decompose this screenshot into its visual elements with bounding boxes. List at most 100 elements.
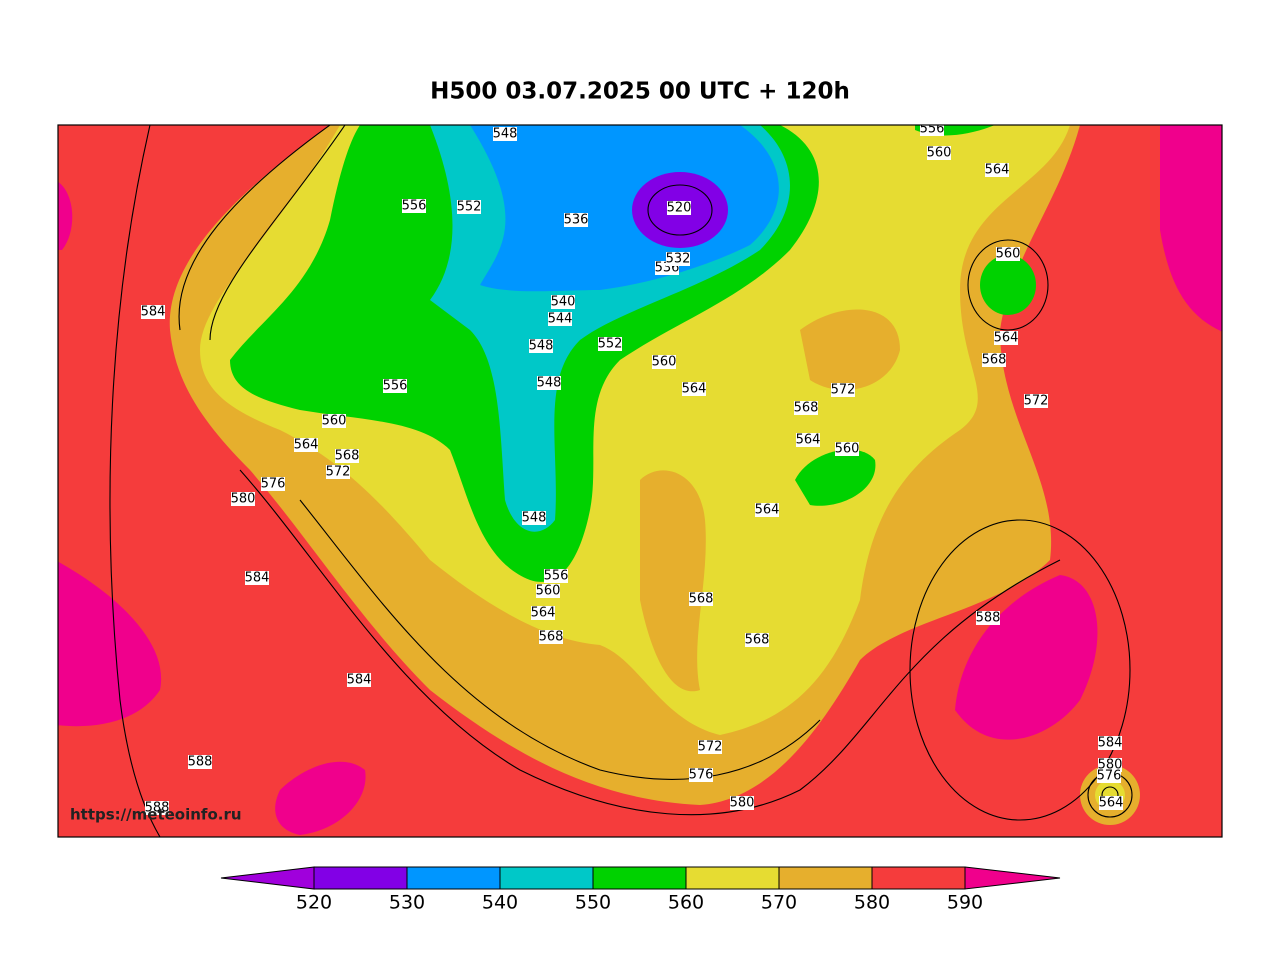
- contour-label-bg: [666, 252, 690, 266]
- contour-label-bg: [294, 438, 318, 452]
- colorbar-tick-label: 560: [668, 892, 704, 914]
- contour-label: 556: [920, 122, 945, 137]
- colorbar-tick-label: 530: [389, 892, 425, 914]
- colorbar-segment: [778, 866, 873, 890]
- contour-label-bg: [927, 146, 951, 160]
- contour-label: 584: [141, 305, 166, 320]
- contour-label: 544: [548, 312, 573, 327]
- colorbar-tick-label: 580: [854, 892, 890, 914]
- contour-label-bg: [920, 125, 944, 136]
- contour-label: 556: [544, 569, 569, 584]
- contour-label: 560: [835, 442, 860, 457]
- contour-label: 588: [976, 611, 1001, 626]
- contour-label: 548: [529, 339, 554, 354]
- contour-label: 576: [1097, 769, 1122, 784]
- contour-label-bg: [551, 295, 575, 309]
- contour-label: 560: [652, 355, 677, 370]
- colorbar-segment: [871, 866, 966, 890]
- contour-label-bg: [245, 571, 269, 585]
- contour-label: 568: [335, 449, 360, 464]
- contour-label-bg: [326, 465, 350, 479]
- contour-label-bg: [493, 127, 517, 141]
- contour-label: 564: [1099, 796, 1124, 811]
- contour-label: 556: [383, 379, 408, 394]
- contour-label: 560: [996, 247, 1021, 262]
- contour-label-bg: [145, 801, 169, 815]
- contour-label-bg: [985, 163, 1009, 177]
- colorbar-tick-label: 590: [947, 892, 983, 914]
- contour-label: 548: [493, 127, 518, 142]
- contour-label: 552: [457, 200, 482, 215]
- contour-label-bg: [976, 611, 1000, 625]
- colorbar-tick-label: 520: [296, 892, 332, 914]
- contour-label-bg: [188, 755, 212, 769]
- contour-label: 580: [231, 492, 256, 507]
- colorbar-over: [964, 866, 1061, 890]
- colorbar-segment: [592, 866, 687, 890]
- contour-label-bg: [689, 592, 713, 606]
- contour-label: 548: [537, 376, 562, 391]
- band-570-580: [640, 309, 900, 692]
- contour-label-bg: [564, 213, 588, 227]
- contour-label: 560: [322, 414, 347, 429]
- contour-label: 580: [1098, 758, 1123, 773]
- contour-label: 584: [1098, 736, 1123, 751]
- contour-label: 568: [689, 592, 714, 607]
- contour-label: 580: [730, 796, 755, 811]
- title: H500 03.07.2025 00 UTC + 120h: [430, 79, 850, 105]
- contour-label-bg: [667, 201, 691, 215]
- contour-label: 520: [667, 201, 692, 216]
- contour-label-bg: [522, 511, 546, 525]
- contour-label: 536: [564, 213, 589, 228]
- contour-label-bg: [1098, 736, 1122, 750]
- contour-label-bg: [402, 199, 426, 213]
- colorbar-segment: [499, 866, 594, 890]
- contour-label: 584: [347, 673, 372, 688]
- contour-label: 564: [994, 331, 1019, 346]
- contour-label-bg: [831, 383, 855, 397]
- contour-label-bg: [548, 312, 572, 326]
- contour-label-bg: [755, 503, 779, 517]
- contour-label-bg: [347, 673, 371, 687]
- contour-label-bg: [544, 569, 568, 583]
- contour-label-bg: [231, 492, 255, 506]
- contour-label-bg: [682, 382, 706, 396]
- isohypses: [109, 125, 1133, 837]
- contour-label-bg: [537, 376, 561, 390]
- contour-label-bg: [796, 433, 820, 447]
- contour-label-bg: [598, 337, 622, 351]
- contour-label-bg: [457, 200, 481, 214]
- contour-label: 548: [522, 511, 547, 526]
- contour-label: 572: [831, 383, 856, 398]
- contour-label-bg: [261, 477, 285, 491]
- contour-label-bg: [996, 247, 1020, 261]
- watermark: https://meteoinfo.ru: [70, 806, 242, 824]
- contour-label-bg: [1097, 769, 1121, 783]
- contour-label-bg: [835, 442, 859, 456]
- colorbar-segment: [406, 866, 501, 890]
- contour-label: 560: [536, 584, 561, 599]
- contour-label-bg: [322, 414, 346, 428]
- contour-label: 588: [188, 755, 213, 770]
- contour-label: 564: [796, 433, 821, 448]
- contour-label: 540: [551, 295, 576, 310]
- contour-label-bg: [335, 449, 359, 463]
- contour-label: 572: [326, 465, 351, 480]
- contour-label-bg: [994, 331, 1018, 345]
- contour-label: 584: [245, 571, 270, 586]
- contour-label: 552: [598, 337, 623, 352]
- contour-label: 564: [294, 438, 319, 453]
- band-over-590: [58, 125, 1222, 835]
- contour-label-bg: [531, 606, 555, 620]
- contour-label-bg: [1099, 796, 1123, 810]
- contour-label-bg: [745, 633, 769, 647]
- contour-label-bg: [982, 353, 1006, 367]
- contour-label: 564: [682, 382, 707, 397]
- contour-label: 568: [982, 353, 1007, 368]
- colorbar-tick-label: 540: [482, 892, 518, 914]
- contour-label: 560: [927, 146, 952, 161]
